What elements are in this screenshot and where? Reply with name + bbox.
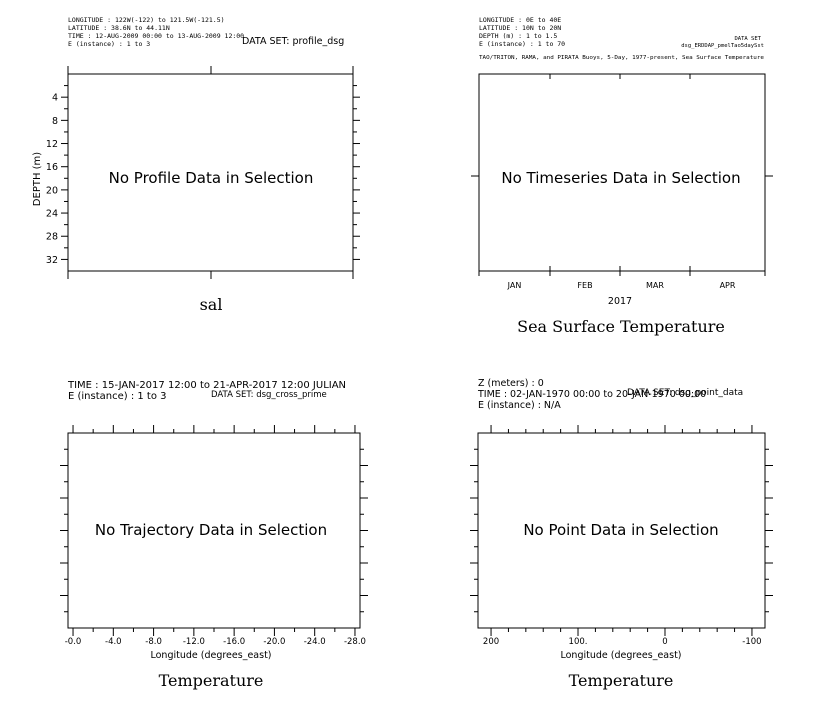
point-header-line-3: E (instance) : N/A: [478, 400, 561, 411]
point-x-axis-label: Longitude (degrees_east): [560, 650, 681, 661]
point-panel: Z (meters) : 0 TIME : 02-JAN-1970 00:00 …: [470, 378, 773, 690]
profile-header-line-4: E (instance) : 1 to 3: [68, 40, 150, 48]
point-x-tick-label: 200: [483, 637, 499, 647]
point-dataset-label: DATA SET: dsg_point_data: [627, 388, 743, 398]
profile-y-tick-label: 16: [46, 162, 58, 173]
profile-y-tick-label: 4: [52, 93, 58, 104]
timeseries-dataset-label: DATA SET: [735, 36, 762, 42]
trajectory-x-tick-label: -16.0: [223, 637, 245, 647]
trajectory-plot-title: Temperature: [159, 671, 264, 690]
point-x-tick-label: -100: [742, 637, 761, 647]
profile-no-data-message: No Profile Data in Selection: [109, 169, 314, 187]
point-x-tick-label: 0: [662, 637, 667, 647]
profile-header-line-1: LONGITUDE : 122W(-122) to 121.5W(-121.5): [68, 16, 225, 24]
trajectory-x-tick-label: -0.0: [65, 637, 82, 647]
point-header-line-2: TIME : 02-JAN-1970 00:00 to 20-JAN-1970 …: [477, 389, 706, 400]
trajectory-panel: TIME : 15-JAN-2017 12:00 to 21-APR-2017 …: [60, 380, 368, 690]
timeseries-header-line-4: E (instance) : 1 to 70: [479, 40, 565, 48]
timeseries-x-tick-label: APR: [720, 281, 736, 290]
trajectory-ticks: -0.0 -4.0 -8.0 -12.0 -16.0 -20.0 -24.0 -28.0: [60, 425, 368, 647]
timeseries-x-ticks: JAN FEB MAR APR: [478, 74, 766, 290]
timeseries-panel: LONGITUDE : 0E to 40E LATITUDE : 10N to …: [471, 16, 773, 336]
timeseries-no-data-message: No Timeseries Data in Selection: [501, 169, 740, 187]
point-header-line-1: Z (meters) : 0: [478, 378, 544, 389]
profile-plot-title: sal: [200, 295, 223, 314]
trajectory-x-axis-label: Longitude (degrees_east): [150, 650, 271, 661]
profile-y-tick-label: 12: [46, 139, 58, 150]
timeseries-subtitle: TAO/TRITON, RAMA, and PIRATA Buoys, 5-Da…: [479, 55, 765, 61]
point-no-data-message: No Point Data in Selection: [523, 521, 718, 539]
timeseries-header-line-3: DEPTH (m) : 1 to 1.5: [479, 32, 557, 40]
trajectory-x-tick-label: -20.0: [263, 637, 285, 647]
trajectory-x-tick-label: -24.0: [304, 637, 326, 647]
trajectory-header-line-2: E (instance) : 1 to 3: [68, 391, 167, 402]
profile-y-tick-label: 8: [52, 116, 58, 127]
profile-y-ticks: 4 8 12 16 20 24 28 32: [46, 85, 360, 266]
profile-y-axis-label: DEPTH (m): [32, 152, 43, 206]
timeseries-dataset-name: dsg_ERDDAP_pmelTao5daySst: [681, 43, 764, 49]
profile-header-line-3: TIME : 12-AUG-2009 00:00 to 13-AUG-2009 …: [68, 32, 244, 40]
timeseries-x-tick-label: FEB: [577, 281, 592, 290]
trajectory-no-data-message: No Trajectory Data in Selection: [95, 521, 327, 539]
point-x-tick-label: 100.: [569, 637, 588, 647]
timeseries-header-line-1: LONGITUDE : 0E to 40E: [479, 16, 561, 24]
trajectory-x-tick-label: -12.0: [183, 637, 205, 647]
timeseries-plot-frame: [478, 73, 766, 272]
timeseries-x-tick-label: JAN: [507, 281, 522, 290]
timeseries-x-tick-label: MAR: [646, 281, 664, 290]
trajectory-x-tick-label: -4.0: [105, 637, 122, 647]
point-plot-title: Temperature: [569, 671, 674, 690]
profile-y-tick-label: 20: [46, 185, 58, 196]
profile-y-tick-label: 24: [46, 209, 58, 220]
profile-y-tick-label: 32: [46, 255, 58, 266]
timeseries-plot-title: Sea Surface Temperature: [517, 317, 725, 336]
profile-y-tick-label: 28: [46, 232, 58, 243]
timeseries-header-line-2: LATITUDE : 10N to 20N: [479, 24, 561, 32]
trajectory-header-line-1: TIME : 15-JAN-2017 12:00 to 21-APR-2017 …: [67, 380, 346, 391]
profile-header-line-2: LATITUDE : 38.6N to 44.11N: [68, 24, 170, 32]
trajectory-x-tick-label: -28.0: [344, 637, 366, 647]
profile-panel: LONGITUDE : 122W(-122) to 121.5W(-121.5)…: [32, 16, 360, 314]
trajectory-x-tick-label: -8.0: [145, 637, 162, 647]
point-ticks: 200 100. 0 -100: [470, 425, 773, 647]
profile-dataset-label: DATA SET: profile_dsg: [242, 36, 344, 47]
timeseries-x-axis-label: 2017: [608, 296, 632, 307]
trajectory-dataset-label: DATA SET: dsg_cross_prime: [211, 390, 327, 400]
